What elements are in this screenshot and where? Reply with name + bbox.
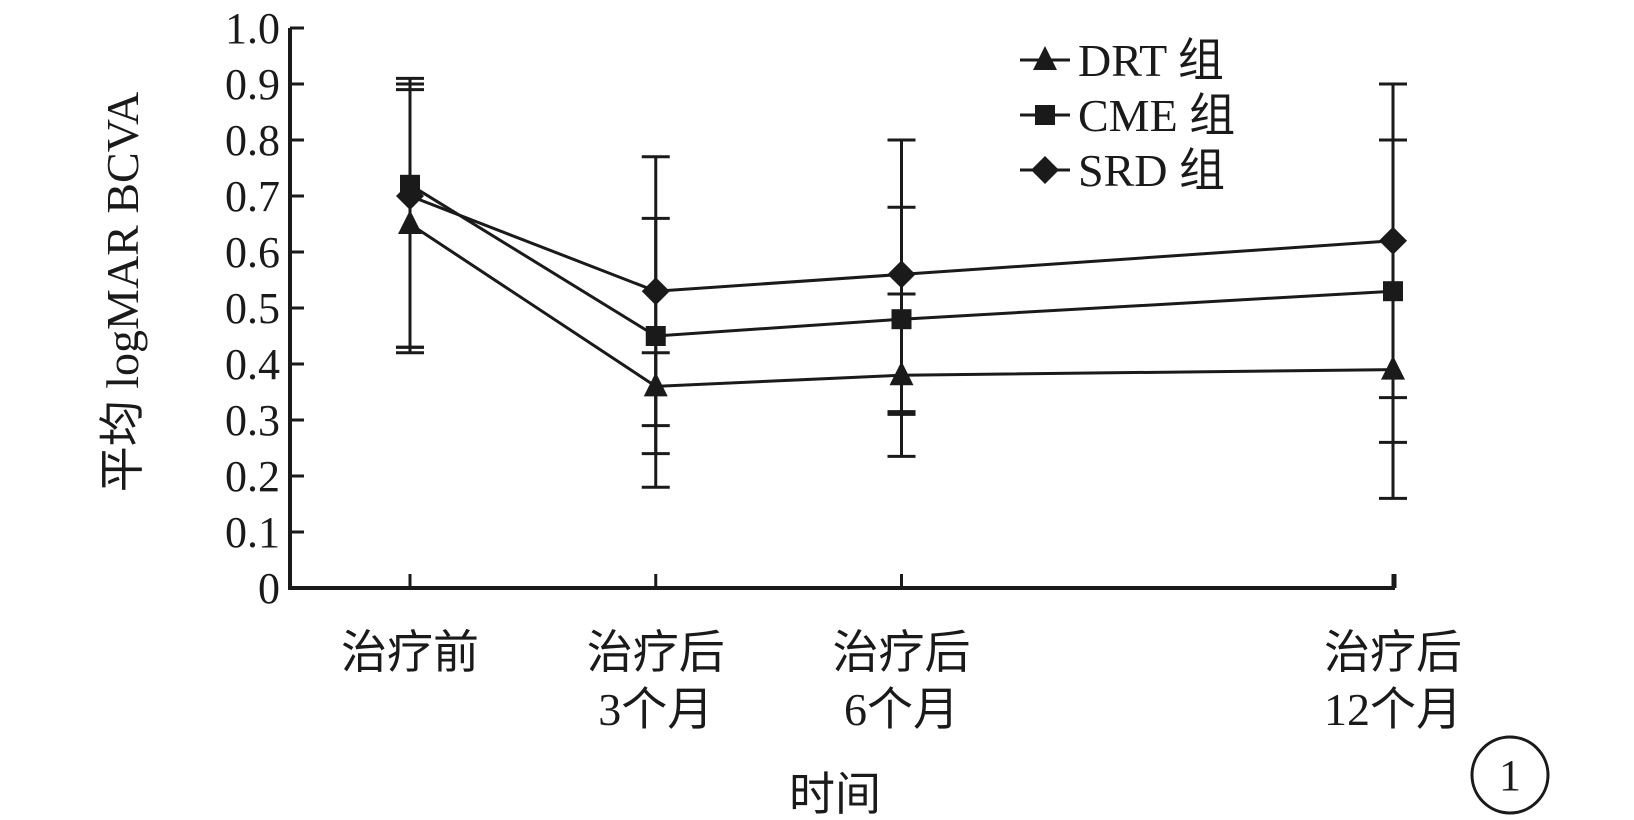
y-tick-label: 1.0: [225, 4, 280, 53]
data-point-triangle: [643, 372, 668, 397]
legend-marker-triangle: [1033, 46, 1057, 70]
figure-label: 1: [1470, 735, 1550, 815]
data-point-triangle: [398, 210, 422, 234]
series-markers: [396, 174, 1407, 397]
data-point-triangle: [1381, 355, 1405, 380]
x-category-label: 治疗前: [341, 627, 479, 678]
x-category-sublabel: 6个月: [844, 684, 959, 735]
y-axis-title: 平均 logMAR BCVA: [97, 92, 148, 492]
legend-label: CME 组: [1078, 90, 1235, 141]
y-tick-label: 0.4: [225, 340, 280, 389]
y-axis: 0 0.1 0.2 0.3 0.4 0.5 0.6 0.7 0.8 0.9 1.0: [225, 4, 304, 613]
data-point-diamond: [396, 182, 424, 210]
data-point-diamond: [1379, 226, 1407, 255]
data-point-square: [1383, 281, 1403, 302]
x-category-label: 治疗后: [587, 627, 725, 678]
series-line-square: [409, 183, 1394, 338]
x-category-label: 治疗后: [1324, 627, 1462, 678]
x-category-label: 治疗后: [833, 627, 971, 678]
legend-label: DRT 组: [1078, 35, 1224, 86]
legend-marker-diamond: [1031, 156, 1059, 184]
y-tick-label: 0.7: [225, 172, 280, 221]
x-category-sublabel: 3个月: [598, 684, 713, 735]
x-axis: 治疗前 治疗后 3个月 治疗后 6个月 治疗后 12个月: [288, 574, 1462, 735]
data-point-diamond: [887, 260, 916, 289]
figure-label-text: 1: [1499, 751, 1521, 800]
x-axis-title: 时间: [789, 769, 881, 820]
series-lines: [409, 183, 1394, 388]
y-tick-label: 0.5: [225, 284, 280, 333]
series-line-triangle: [409, 222, 1394, 388]
series-line-diamond: [409, 194, 1394, 293]
legend-label: SRD 组: [1078, 145, 1225, 196]
data-point-square: [891, 309, 912, 330]
y-tick-label: 0.2: [225, 452, 280, 501]
y-tick-label: 0.8: [225, 116, 280, 165]
y-tick-label: 0: [258, 564, 280, 613]
data-point-triangle: [889, 361, 914, 386]
y-tick-label: 0.9: [225, 60, 280, 109]
figure-label-circle: [1470, 735, 1550, 815]
x-category-sublabel: 12个月: [1324, 684, 1462, 735]
data-point-square: [645, 326, 666, 346]
y-tick-label: 0.6: [225, 228, 280, 277]
legend-marker-square: [1035, 105, 1055, 125]
y-tick-label: 0.1: [225, 508, 280, 557]
data-point-diamond: [641, 277, 670, 306]
y-tick-label: 0.3: [225, 396, 280, 445]
